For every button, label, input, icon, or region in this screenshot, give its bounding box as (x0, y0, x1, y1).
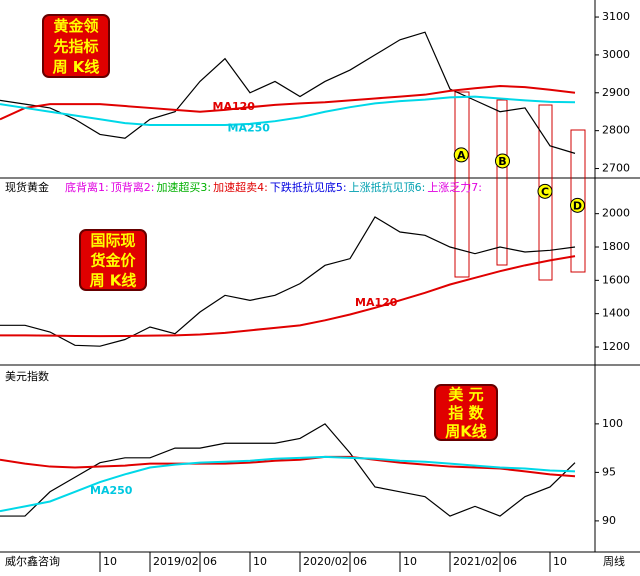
title-box (79, 229, 147, 291)
title-box (42, 14, 110, 78)
x-tick-label: 06 (503, 555, 517, 568)
annotation: B (498, 155, 506, 168)
annotation: MA120 (355, 296, 398, 309)
chart-title: 美 元 (448, 386, 483, 404)
x-tick-label: 10 (103, 555, 117, 568)
annotation: A (457, 149, 466, 162)
annotation-circle (495, 153, 510, 169)
legend-item: 底背离1: (65, 180, 109, 194)
chart-title: 周K线 (445, 422, 487, 440)
series-line (0, 216, 576, 347)
chart-title: 黄金领 (53, 17, 98, 35)
annotation: C (541, 185, 549, 198)
y-tick-label: 2700 (602, 162, 630, 175)
annotation: D (573, 199, 582, 212)
legend-item: 上涨抵抗见顶6: (349, 180, 426, 194)
title-box (434, 384, 498, 441)
series-line (0, 455, 576, 478)
panel-header: 美元指数 (5, 369, 49, 383)
annotation-circle (570, 197, 585, 213)
series-line (0, 423, 576, 517)
series-line (0, 95, 576, 126)
period-label: 周线 (603, 554, 625, 568)
legend-item: 加速超买3: (156, 180, 211, 194)
x-tick-label: 06 (353, 555, 367, 568)
series-line (0, 255, 576, 338)
panel-header: 现货黄金 (5, 180, 49, 194)
annotation: MA120 (213, 100, 256, 113)
series-line (0, 84, 576, 121)
y-tick-label: 1800 (602, 240, 630, 253)
y-tick-label: 3000 (602, 48, 630, 61)
legend-item: 下跌抵抗见底5: (270, 180, 347, 194)
highlight-box (454, 91, 470, 278)
y-tick-label: 1400 (602, 307, 630, 320)
annotation: MA250 (90, 484, 133, 497)
x-tick-label: 10 (553, 555, 567, 568)
y-tick-label: 95 (602, 465, 616, 478)
series-line (0, 31, 576, 154)
chart-title: 指 数 (448, 404, 484, 422)
chart-title: 周 K线 (53, 58, 100, 76)
annotation-circle (537, 183, 553, 199)
y-tick-label: 1200 (602, 340, 630, 353)
x-tick-label: 2020/02 (303, 555, 349, 568)
y-tick-label: 2900 (602, 86, 630, 99)
x-tick-label: 10 (403, 555, 417, 568)
highlight-box (496, 99, 508, 266)
x-tick-label: 2021/02 (453, 555, 499, 568)
x-tick-label: 2019/02 (153, 555, 199, 568)
source-label: 威尔鑫咨询 (5, 554, 60, 568)
chart-title: 周 K线 (90, 272, 137, 290)
series-line (0, 455, 576, 513)
annotation-circle (453, 147, 469, 163)
chart-title: 国际现 (90, 232, 135, 250)
x-tick-label: 06 (203, 555, 217, 568)
legend-item: 加速超卖4: (213, 180, 268, 194)
highlight-box (570, 129, 586, 273)
chart-title: 货金价 (90, 252, 136, 270)
y-tick-label: 2000 (602, 207, 630, 220)
y-tick-label: 1600 (602, 273, 630, 286)
legend-item: 上涨乏力7: (427, 181, 482, 194)
y-tick-label: 100 (602, 417, 623, 430)
x-tick-label: 10 (253, 555, 267, 568)
y-tick-label: 2800 (602, 124, 630, 137)
chart-title: 先指标 (53, 38, 98, 56)
legend-item: 顶背离2: (111, 180, 155, 194)
y-tick-label: 90 (602, 514, 616, 527)
annotation: MA250 (228, 121, 271, 134)
y-tick-label: 3100 (602, 10, 630, 23)
